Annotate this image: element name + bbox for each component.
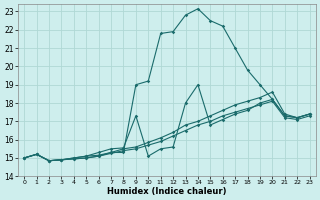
X-axis label: Humidex (Indice chaleur): Humidex (Indice chaleur) xyxy=(107,187,227,196)
